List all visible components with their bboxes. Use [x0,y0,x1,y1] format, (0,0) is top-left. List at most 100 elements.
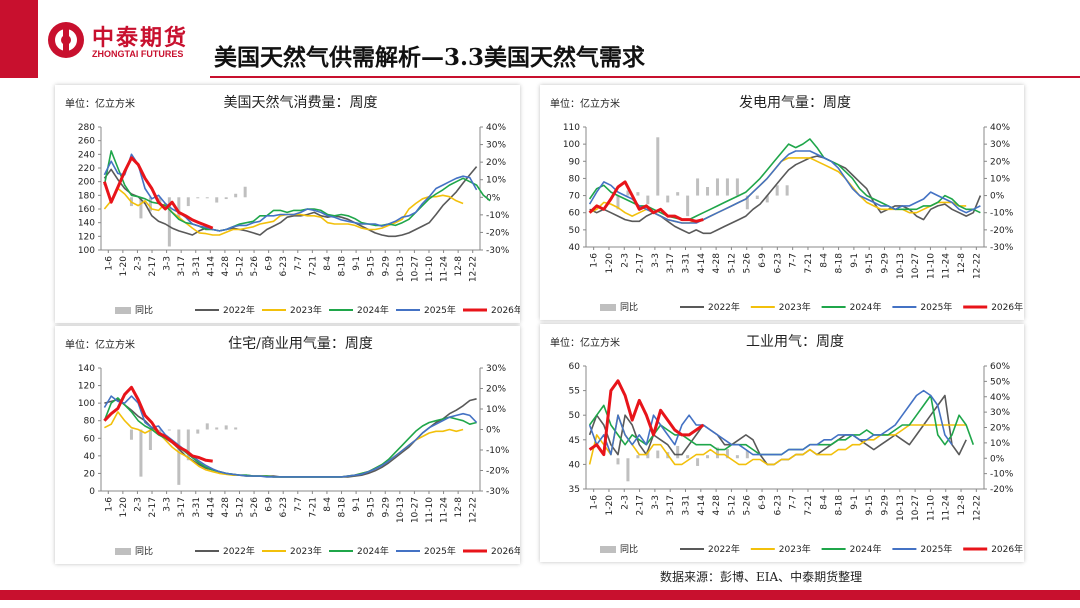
y-tick-label: 90 [569,157,581,167]
y-tick-label: 50 [569,411,581,421]
yoy-bar [656,450,660,459]
x-tick-label: 3-17 [666,253,676,273]
yoy-bar [224,425,228,430]
x-tick-label: 4-28 [221,256,231,277]
x-tick-label: 5-12 [727,253,737,273]
yoy-bar [234,193,238,198]
series-line-2022年 [103,166,478,238]
legend-label: 2026年 [491,304,520,316]
x-tick-label: 3-3 [651,253,661,268]
x-tick-label: 9-15 [367,497,377,517]
legend-swatch-yoy [115,307,131,314]
x-tick-label: 1-20 [605,253,615,274]
y2-tick-label: -30% [486,246,510,256]
x-tick-label: 7-7 [789,495,799,510]
x-tick-label: 2-3 [620,253,630,268]
yoy-bar [755,195,759,199]
x-tick-label: 9-1 [850,495,860,510]
x-tick-label: 5-26 [743,253,753,274]
yoy-bar [706,187,710,196]
series-line-2023年 [588,414,967,466]
x-tick-label: 5-12 [235,497,245,517]
yoy-bar [158,197,162,203]
y-tick-label: 240 [78,150,95,160]
x-tick-label: 2-3 [133,256,143,271]
y-tick-label: 40 [569,243,581,253]
x-tick-label: 9-29 [881,253,891,274]
x-tick-label: 8-4 [819,253,829,268]
legend-label: 2022年 [223,304,255,316]
series-line-2022年 [589,155,982,235]
yoy-bar [139,429,143,477]
x-tick-label: 3-31 [682,253,692,273]
footer-bar [0,590,1080,600]
chart-svg-industrial: 单位：亿立方米 工业用气：周度 35 40 45 50 55 60 -20% -10% 0% 10% 2… [550,334,1023,555]
yoy-bar [616,195,620,210]
chart-title: 工业用气：周度 [746,334,844,350]
x-tick-label: 10-13 [896,495,906,521]
x-tick-label: 11-24 [440,256,450,282]
x-tick-label: 12-8 [454,256,464,277]
legend-swatch-yoy [600,546,616,553]
y2-tick-label: -10% [990,470,1014,480]
y-tick-label: 100 [78,246,95,256]
x-tick-label: 5-26 [250,497,260,518]
x-tick-label: 4-28 [221,497,231,518]
yoy-bar [646,450,650,459]
x-tick-label: 2-17 [636,253,646,273]
y-tick-label: 140 [78,364,95,374]
y-tick-label: 60 [84,434,96,444]
x-tick-label: 5-26 [743,495,753,516]
x-tick-label: 11-10 [926,495,936,521]
x-tick-label: 10-27 [911,495,921,521]
legend-label: 2024年 [357,304,389,316]
x-tick-label: 7-21 [308,256,318,276]
y2-tick-label: 10% [990,439,1010,449]
yoy-bar [735,455,739,459]
yoy-bar [745,195,749,210]
y-tick-label: 180 [78,191,95,201]
x-tick-label: 2-17 [636,495,646,515]
x-tick-label: 6-9 [758,253,768,268]
x-tick-label: 2-17 [148,256,158,276]
chart-panel-total-consumption: 单位：亿立方米 美国天然气消费量：周度 100 120 140 160 180 200 220 2… [55,85,520,323]
y-tick-label: 80 [84,417,96,427]
header-accent-stripe [0,0,38,78]
x-tick-label: 5-26 [250,256,260,277]
x-tick-label: 4-14 [206,497,216,518]
x-tick-label: 11-10 [926,253,936,279]
yoy-bar [205,197,209,199]
chart-svg-res-comm: 单位：亿立方米 住宅/商业用气量：周度 0 20 40 60 80 100 120 140 -30%… [65,336,520,557]
yoy-bar [167,197,171,247]
y-tick-label: 100 [563,140,580,150]
x-tick-label: 12-22 [972,253,982,279]
y2-tick-label: 30% [486,141,506,151]
x-tick-label: 3-31 [682,495,692,515]
brand-logo-icon [48,22,84,58]
y-tick-label: 70 [569,192,581,202]
y-tick-label: 20 [84,469,96,479]
y2-tick-label: 40% [990,123,1010,133]
x-tick-label: 10-13 [896,253,906,279]
yoy-bar [725,178,729,196]
title-divider [210,76,1080,78]
y2-tick-label: 0% [990,454,1005,464]
x-tick-label: 1-6 [104,256,114,271]
yoy-bar [148,197,152,212]
x-tick-label: 1-20 [119,497,129,518]
yoy-bar [715,447,719,459]
x-tick-label: 1-6 [104,497,114,512]
x-tick-label: 9-1 [850,253,860,268]
y-tick-label: 60 [569,362,581,372]
x-tick-label: 9-29 [381,497,391,518]
legend-label-yoy: 同比 [135,545,153,557]
yoy-bar [765,195,769,203]
x-tick-label: 2-3 [133,497,143,512]
series-line-2024年 [588,138,981,221]
legend-swatch-yoy [600,304,616,311]
y2-tick-label: 30% [486,364,506,374]
yoy-bar [234,427,238,430]
legend-label: 2026年 [491,545,520,557]
yoy-bar [215,427,219,430]
legend-label: 2024年 [357,545,389,557]
